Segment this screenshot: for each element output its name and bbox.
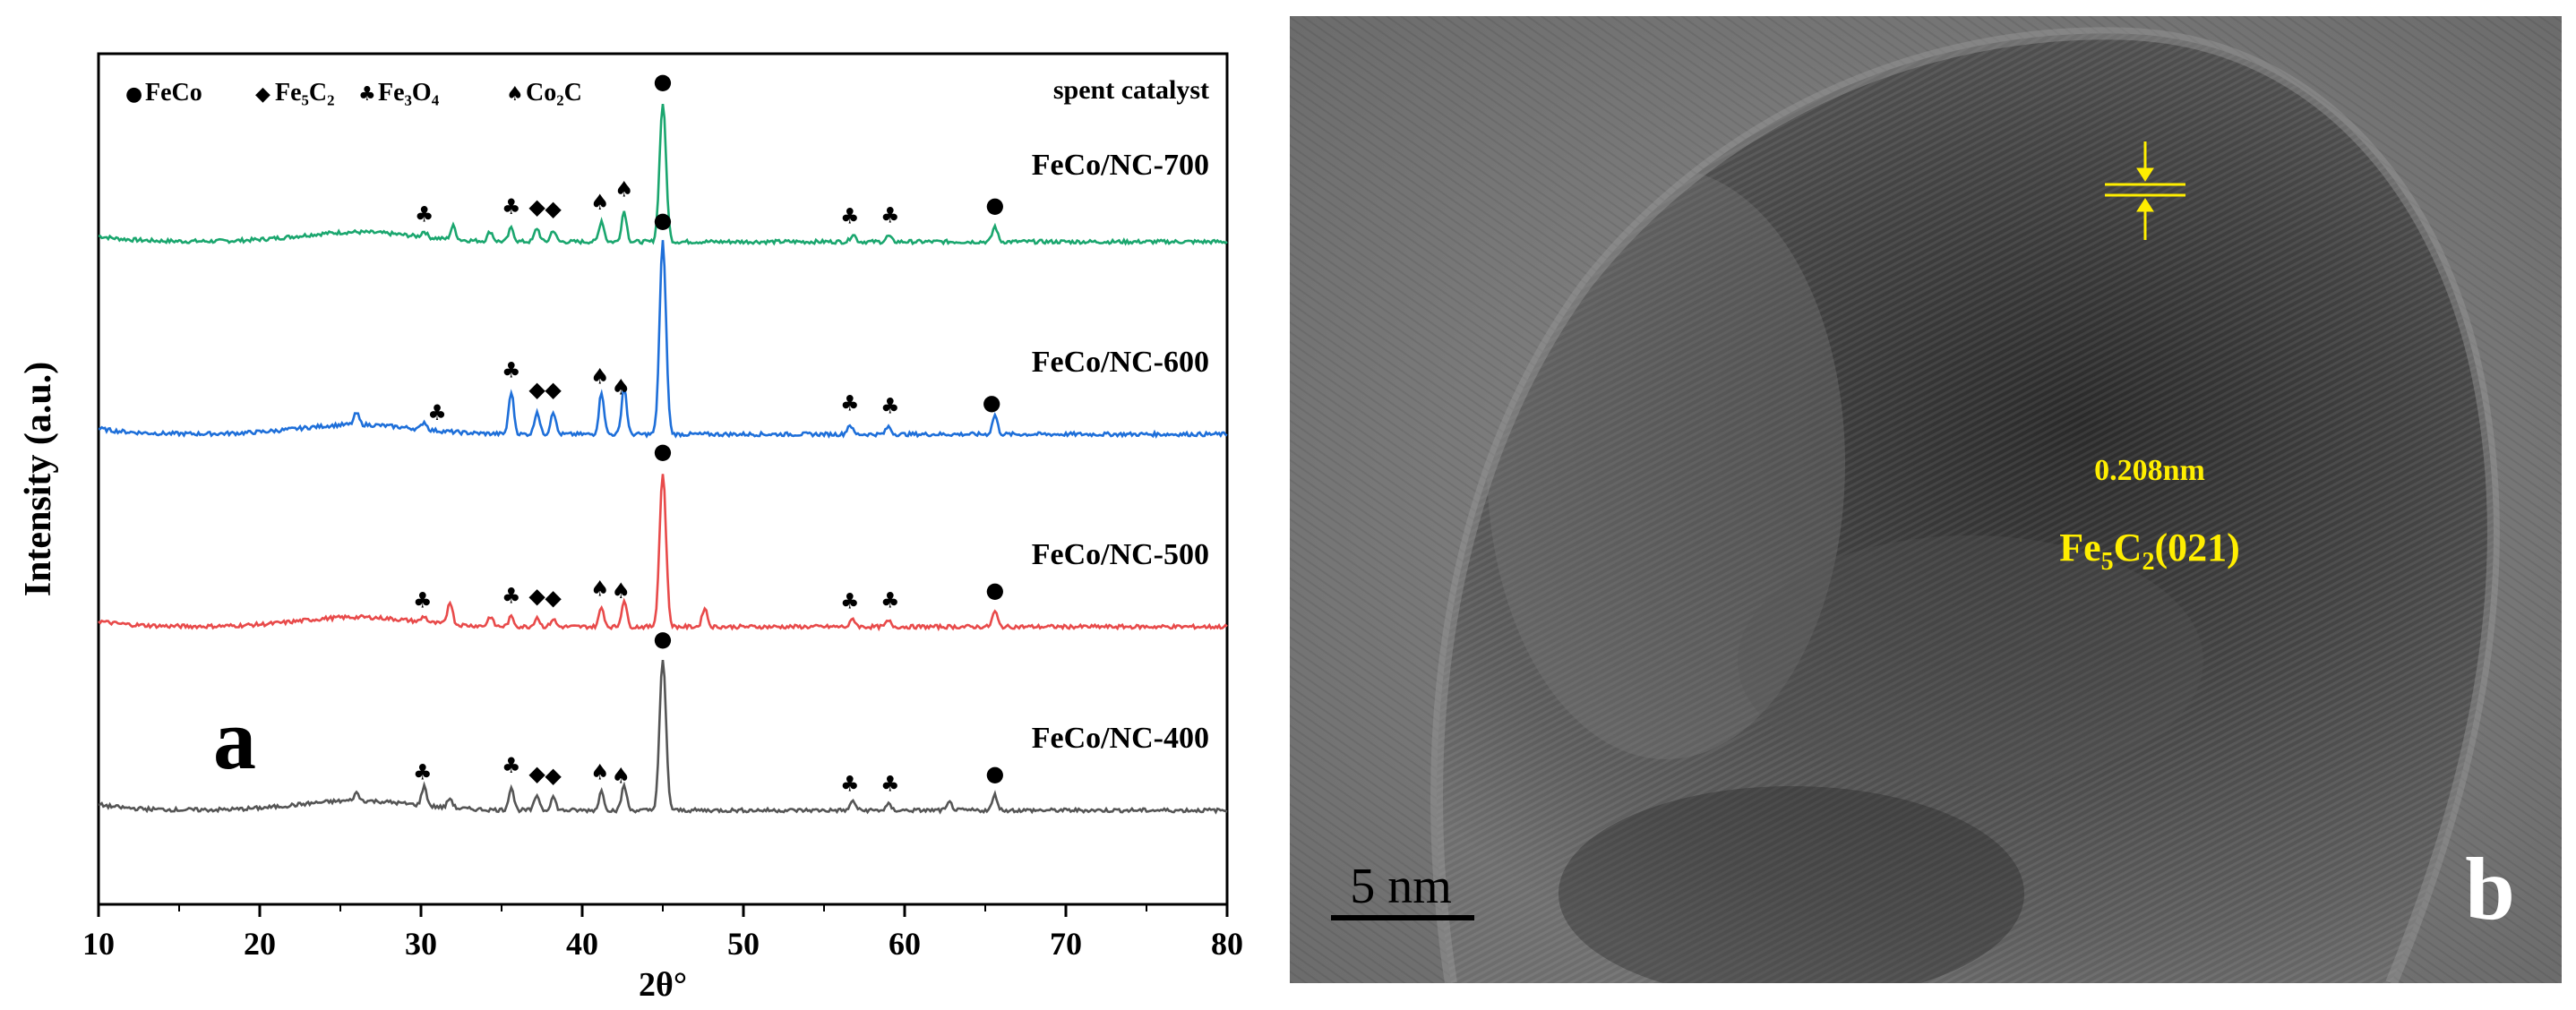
series-label: FeCo/NC-500	[1032, 538, 1209, 571]
phase-marker: ◆	[528, 583, 545, 608]
phase-marker: ●	[985, 761, 1004, 786]
d-spacing-label: 0.208nm	[2094, 454, 2205, 487]
x-tick-label: 50	[727, 926, 760, 962]
lattice-spacing-marker	[2105, 141, 2185, 240]
x-tick-label: 40	[566, 926, 598, 962]
phase-marker: ●	[985, 193, 1004, 218]
series-line	[98, 659, 1228, 815]
phase-marker: ◆	[545, 763, 562, 788]
phase-marker: ♠	[611, 375, 631, 400]
phase-marker: ●	[654, 208, 673, 233]
tem-image-panel: 0.208nm Fe5C2(021) 5 nm b	[1290, 16, 2562, 983]
series-feco-nc-500: FeCo/NC-500 ♣ ♣ ◆ ◆ ♠ ♠ ● ♣ ♣ ●	[98, 439, 1228, 632]
panel-label-a: a	[213, 691, 256, 787]
series-line	[99, 103, 1228, 246]
phase-marker: ♠	[614, 177, 634, 202]
panel-label-b: b	[2465, 839, 2515, 938]
y-axis-label: Intensity (a.u.)	[18, 362, 59, 597]
phase-marker: ♠	[590, 364, 610, 389]
spent-catalyst-annotation: spent catalyst	[1053, 75, 1209, 105]
phase-marker: ◆	[528, 761, 545, 786]
phase-marker: ♣	[840, 588, 860, 613]
phase-marker: ◆	[528, 377, 545, 402]
x-tick-label: 70	[1050, 926, 1082, 962]
particle-edge	[1430, 27, 2500, 983]
series-label: FeCo/NC-700	[1032, 149, 1209, 182]
phase-marker: ●	[985, 578, 1004, 603]
phase-marker: ♣	[502, 753, 521, 778]
phase-marker: ♣	[840, 771, 860, 796]
x-axis-ticks: 10 20 30 40 50 60 70 80	[82, 904, 1243, 962]
series-line	[98, 240, 1228, 439]
x-axis-label: 2θ°	[639, 966, 687, 1004]
phase-marker: ◆	[528, 194, 545, 219]
crystal-plane-label: Fe5C2(021)	[2059, 526, 2240, 576]
phase-marker: ◆	[545, 377, 562, 402]
phase-marker: ♠	[611, 763, 631, 788]
series-label: FeCo/NC-400	[1032, 722, 1209, 755]
phase-marker: ♣	[415, 202, 434, 227]
legend: ● FeCo ◆ Fe₅C₂ ♣ Fe₃O₄ ♠ Co₂C	[125, 79, 582, 107]
phase-marker: ♠	[611, 578, 631, 603]
phase-marker: ♣	[502, 194, 521, 219]
phase-marker: ♣	[413, 760, 433, 785]
scale-bar	[1331, 915, 1474, 920]
series-feco-nc-700: FeCo/NC-700♣ ♣ ◆ ◆ ♠♠●♣ ♣ ●	[99, 69, 1228, 246]
phase-marker: ♠	[590, 760, 610, 785]
phase-marker: ●	[654, 69, 673, 94]
phase-marker: ◆	[545, 585, 562, 610]
x-tick-label: 30	[405, 926, 437, 962]
legend-label: FeCo	[145, 79, 202, 107]
phase-marker: ●	[983, 390, 1001, 415]
series-feco-nc-400: FeCo/NC-400 ♣ ♣ ◆ ◆ ♠ ♠ ● ♣ ♣ ●	[98, 626, 1228, 815]
x-tick-label: 20	[244, 926, 276, 962]
x-tick-label: 10	[82, 926, 115, 962]
series-label: FeCo/NC-600	[1032, 346, 1209, 379]
legend-label: Fe₅C₂	[275, 79, 335, 107]
x-tick-label: 80	[1211, 926, 1243, 962]
legend-symbol: ◆	[255, 83, 270, 106]
series-feco-nc-600: FeCo/NC-600 ♣ ♣ ◆ ◆ ♠ ♠ ● ♣ ♣ ●	[98, 208, 1228, 439]
phase-marker: ♠	[590, 577, 610, 602]
phase-marker: ♣	[413, 588, 433, 613]
phase-marker: ♣	[502, 358, 521, 383]
phase-marker: ♣	[840, 390, 860, 415]
phase-marker: ●	[654, 626, 673, 651]
phase-marker: ♣	[880, 772, 900, 797]
xrd-chart: 10 20 30 40 50 60 70 80 FeCo/NC-700♣ ♣ ◆ ◆ ♠♠●♣ ♣ ●Fe…	[18, 52, 1243, 1004]
legend-symbol: ♠	[506, 83, 524, 106]
phase-marker: ♠	[590, 190, 610, 215]
phase-marker: ♣	[880, 588, 900, 613]
legend-symbol: ●	[125, 83, 142, 106]
series-line	[98, 474, 1228, 632]
legend-label: Co₂C	[526, 79, 582, 107]
scale-bar-label: 5 nm	[1350, 859, 1452, 914]
phase-marker: ♣	[840, 203, 860, 228]
phase-marker: ♣	[427, 400, 447, 425]
legend-symbol: ♣	[358, 83, 376, 106]
phase-marker: ♣	[880, 203, 900, 228]
phase-marker: ●	[654, 439, 673, 464]
x-tick-label: 60	[889, 926, 921, 962]
series-layer: FeCo/NC-700♣ ♣ ◆ ◆ ♠♠●♣ ♣ ●FeCo/NC-600♣♣◆ ◆♠ ♠●♣…	[98, 69, 1228, 815]
phase-marker: ♣	[502, 583, 521, 608]
legend-label: Fe₃O₄	[378, 79, 440, 107]
phase-marker: ◆	[545, 196, 562, 221]
phase-marker: ♣	[880, 394, 900, 419]
